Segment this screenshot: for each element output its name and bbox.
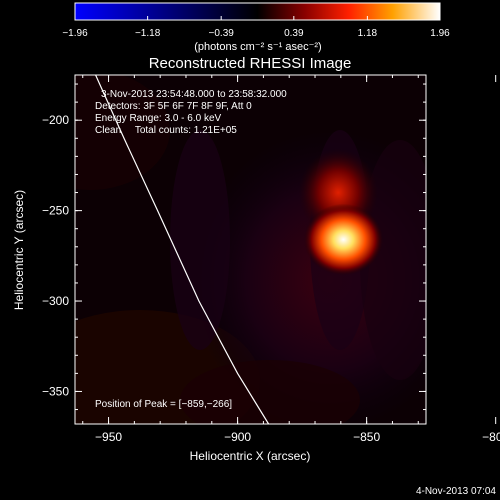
annotation-time-range: 3-Nov-2013 23:54:48.000 to 23:58:32.000 bbox=[101, 89, 287, 100]
y-tick-label: −300 bbox=[42, 294, 69, 308]
heatmap bbox=[75, 75, 426, 424]
colorbar-tick-label: 0.39 bbox=[284, 28, 304, 39]
colorbar-tick-label: 1.96 bbox=[430, 28, 450, 39]
colorbar bbox=[74, 2, 441, 21]
y-tick-label: −250 bbox=[42, 204, 69, 218]
x-tick-label: −850 bbox=[353, 430, 380, 444]
colorbar-tick-label: −0.39 bbox=[209, 28, 235, 39]
annotation-clean-counts: Clean Total counts: 1.21E+05 bbox=[95, 125, 237, 136]
colorbar-unit-label: (photons cm⁻² s⁻¹ asec⁻²) bbox=[194, 41, 321, 53]
footer-date: 4-Nov-2013 07:04 bbox=[416, 486, 496, 497]
colorbar-ticks: −1.96 −1.18 −0.39 0.39 1.18 1.96 bbox=[62, 16, 450, 39]
annotation-detectors: Detectors: 3F 5F 6F 7F 8F 9F, Att 0 bbox=[95, 101, 252, 112]
colorbar-tick-label: −1.18 bbox=[135, 28, 161, 39]
x-tick-label: −800 bbox=[482, 430, 500, 444]
y-tick-label: −200 bbox=[42, 113, 69, 127]
x-axis-label: Heliocentric X (arcsec) bbox=[190, 449, 311, 463]
x-tick-label: −900 bbox=[224, 430, 251, 444]
peak-position-label: Position of Peak = [−859,−266] bbox=[95, 399, 232, 410]
x-tick-label: −950 bbox=[95, 430, 122, 444]
colorbar-tick-label: 1.18 bbox=[358, 28, 378, 39]
annotation-energy-range: Energy Range: 3.0 - 6.0 keV bbox=[95, 113, 222, 124]
axis-ticks: −950 −900 −850 −800 −200 −250 −300 −350 bbox=[42, 75, 500, 444]
y-tick-label: −350 bbox=[42, 384, 69, 398]
peak-source bbox=[303, 203, 384, 276]
chart-title: Reconstructed RHESSI Image bbox=[149, 55, 352, 72]
solar-limb-line bbox=[95, 75, 270, 424]
plot-frame bbox=[74, 74, 427, 425]
y-axis-label: Heliocentric Y (arcsec) bbox=[12, 190, 26, 310]
colorbar-tick-label: −1.96 bbox=[62, 28, 88, 39]
